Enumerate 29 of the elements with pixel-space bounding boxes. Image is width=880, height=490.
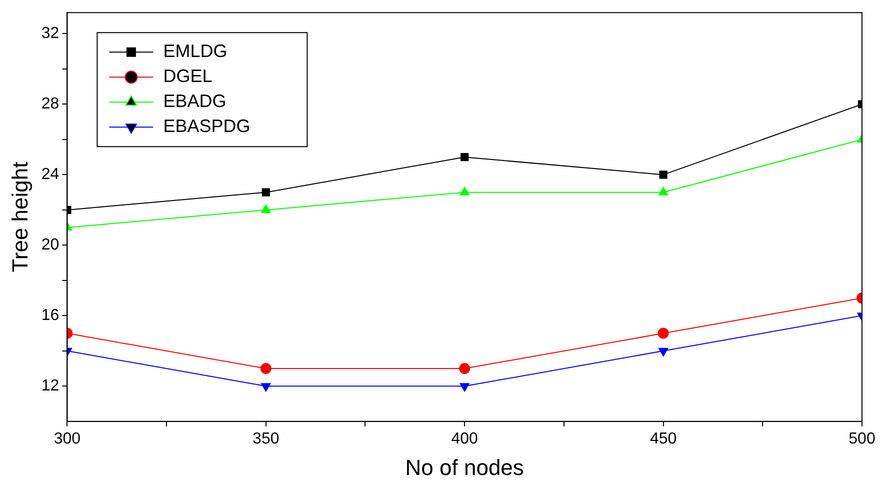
legend-label: EMLDG — [163, 41, 228, 62]
x-tick-label: 350 — [252, 430, 280, 448]
point — [460, 186, 470, 196]
x-tick-label: 400 — [451, 430, 478, 448]
legend-label: EBASPDG — [163, 116, 250, 136]
point — [460, 153, 469, 162]
y-tick-label: 20 — [41, 236, 60, 254]
y-tick-label: 12 — [41, 378, 60, 395]
point — [658, 328, 669, 339]
x-tick-label: 500 — [848, 430, 876, 448]
point — [261, 204, 271, 213]
x-tick-label: 300 — [54, 430, 81, 448]
y-tick-label: 32 — [41, 25, 60, 42]
legend-label: DGEL — [163, 66, 212, 86]
point — [658, 348, 668, 356]
y-tick-label: 16 — [41, 307, 60, 324]
y-axis-title: Tree height — [7, 162, 32, 272]
y-tick-label: 24 — [41, 166, 60, 184]
y-tick-label: 28 — [41, 96, 60, 113]
x-tick-label: 450 — [650, 430, 677, 448]
point — [261, 383, 271, 392]
x-axis-title: No of nodes — [405, 454, 524, 480]
point — [260, 363, 272, 374]
point — [658, 186, 668, 196]
point — [460, 383, 470, 392]
point — [262, 188, 270, 196]
point — [459, 363, 470, 374]
point — [659, 170, 668, 179]
legend-label: EBADG — [163, 91, 226, 112]
